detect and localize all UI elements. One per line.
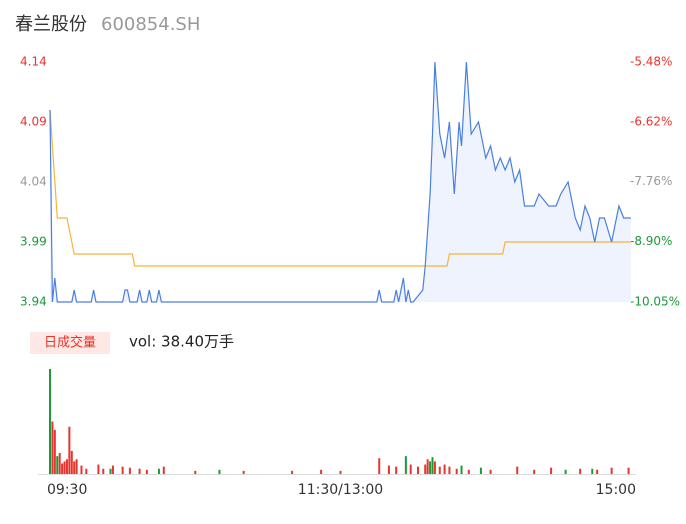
volume-bar — [429, 461, 432, 474]
y2-tick-label: -10.05% — [630, 295, 680, 309]
volume-bar — [242, 470, 245, 474]
y2-tick-label: -8.90% — [630, 234, 672, 248]
volume-bar — [68, 426, 71, 474]
volume-bar — [102, 468, 105, 474]
x-tick-label: 15:00 — [596, 482, 636, 498]
volume-bar — [564, 469, 567, 474]
volume-bar — [75, 459, 78, 474]
y-tick-label: 4.04 — [20, 175, 47, 189]
y-tick-label: 4.09 — [20, 115, 47, 129]
volume-bar — [291, 470, 294, 474]
volume-bar — [443, 464, 446, 474]
price-area — [50, 62, 631, 302]
volume-bar — [404, 456, 407, 474]
volume-bar — [431, 457, 434, 474]
volume-bar — [63, 461, 66, 474]
volume-bar — [409, 464, 412, 474]
volume-bar — [489, 469, 492, 474]
volume-bar — [467, 469, 470, 474]
volume-bar — [516, 466, 519, 474]
y2-tick-label: -7.76% — [630, 174, 672, 188]
volume-bar — [109, 468, 112, 474]
volume-bar — [448, 466, 451, 474]
volume-badge — [30, 332, 110, 354]
volume-bar — [138, 468, 141, 474]
volume-bar — [162, 466, 165, 474]
volume-bar — [70, 450, 73, 474]
stock-name: 春兰股份 — [15, 14, 87, 35]
volume-bar — [424, 464, 427, 474]
volume-bar — [610, 467, 613, 474]
y2-tick-label: -6.62% — [630, 114, 672, 128]
volume-bar — [73, 461, 76, 474]
volume-bar — [61, 463, 64, 474]
volume-bar — [97, 464, 100, 474]
y-tick-label: 3.94 — [20, 295, 47, 309]
line-average — [49, 109, 631, 267]
volume-bar — [416, 466, 419, 474]
volume-bar — [218, 469, 221, 474]
volume-bar — [378, 458, 381, 474]
volume-bar — [339, 470, 342, 474]
volume-bar — [387, 465, 390, 474]
volume-bar — [58, 453, 61, 474]
volume-bar — [579, 468, 582, 474]
volume-bar — [49, 369, 51, 474]
volume-bar — [433, 461, 436, 474]
y-tick-label: 3.99 — [20, 235, 47, 249]
volume-bar — [627, 467, 630, 474]
volume-bar — [157, 468, 160, 474]
volume-bar — [320, 469, 323, 474]
volume-bar — [121, 466, 124, 474]
y-tick-label: 4.14 — [20, 55, 47, 69]
volume-bar — [80, 465, 83, 474]
x-tick-label: 11:30/13:00 — [298, 482, 383, 498]
stock-code: 600854.SH — [101, 14, 200, 35]
volume-bar — [51, 421, 54, 474]
volume-bar — [438, 466, 441, 474]
volume-bar — [550, 467, 553, 474]
volume-bar — [111, 465, 114, 474]
volume-bar — [460, 465, 463, 474]
volume-bar — [56, 456, 59, 474]
volume-bar — [591, 468, 594, 474]
volume-bar — [128, 467, 131, 474]
volume-bar — [65, 459, 68, 474]
volume-bar — [479, 467, 482, 474]
volume-title: 日成交量 — [44, 335, 96, 351]
volume-bar — [455, 468, 458, 474]
volume-bar — [596, 469, 599, 474]
y2-tick-label: -5.48% — [630, 55, 672, 69]
volume-bar — [395, 466, 398, 474]
volume-bar — [194, 470, 197, 474]
volume-bar — [53, 429, 56, 474]
volume-bar — [426, 459, 429, 474]
x-tick-label: 09:30 — [47, 482, 87, 498]
volume-bar — [145, 469, 148, 474]
volume-bar — [533, 469, 536, 474]
volume-bar — [85, 468, 88, 474]
line-price — [49, 61, 631, 303]
volume-summary: vol: 38.40万手 — [129, 333, 234, 351]
